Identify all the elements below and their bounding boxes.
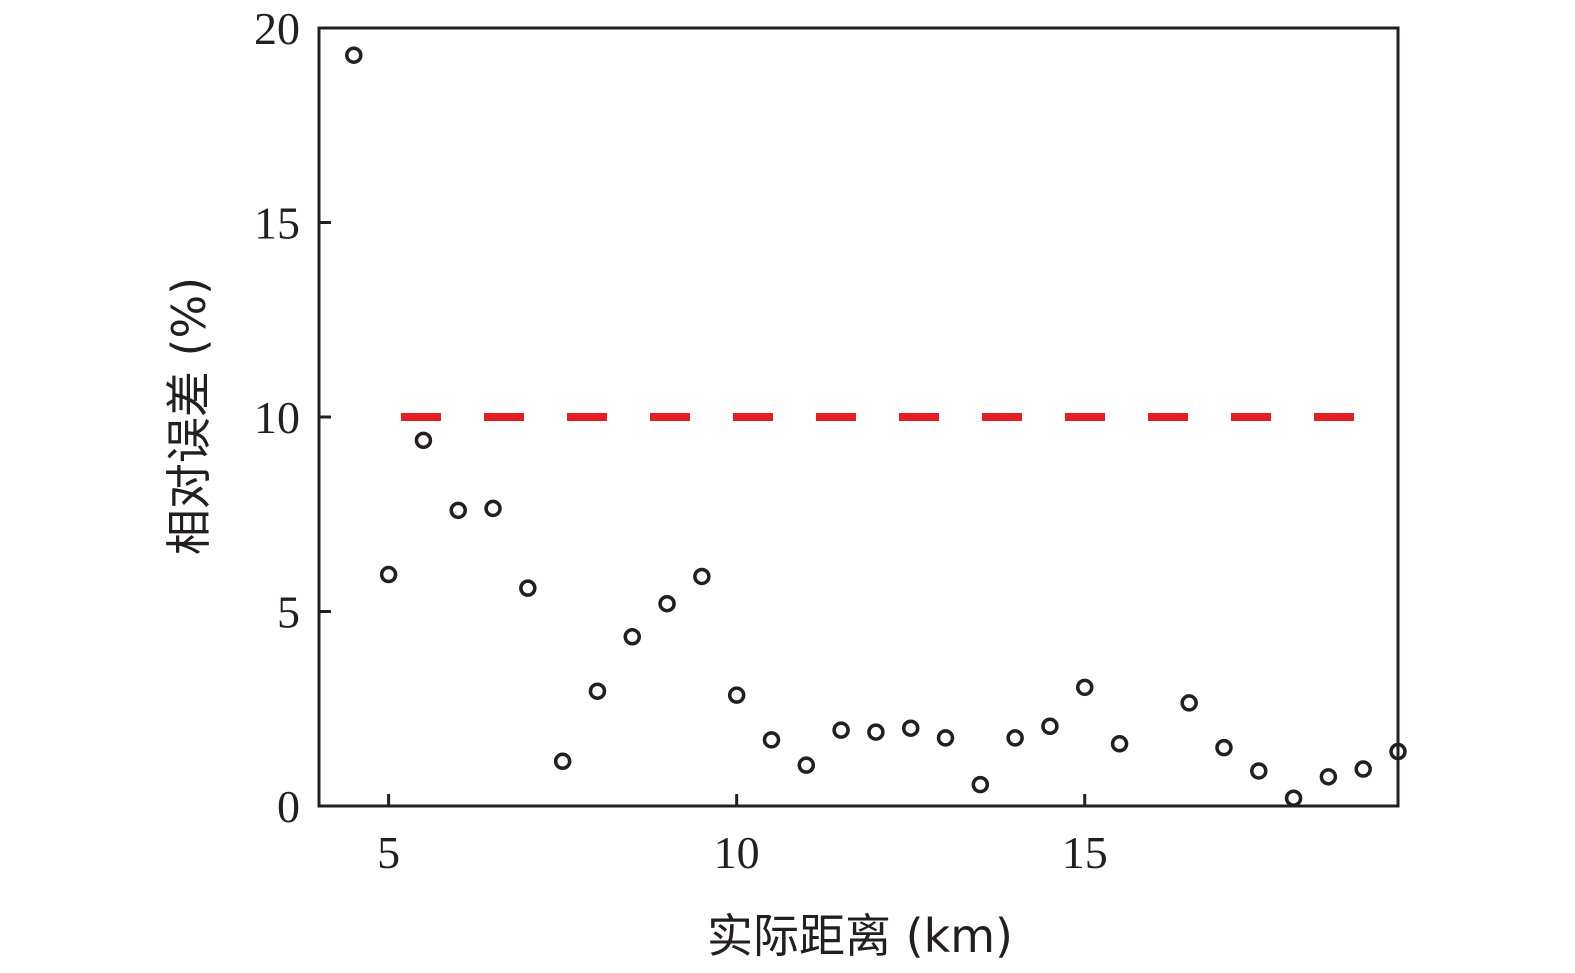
- x-tick-label: 5: [377, 827, 400, 878]
- data-point: [1041, 717, 1059, 736]
- data-point: [693, 567, 711, 586]
- data-point: [1354, 760, 1372, 778]
- x-axis-title: 实际距离 (km): [707, 909, 1013, 963]
- data-point: [484, 499, 502, 518]
- data-point: [658, 594, 676, 613]
- data-point: [1006, 729, 1024, 747]
- data-point: [1319, 768, 1338, 786]
- data-point: [762, 731, 781, 749]
- data-point: [1215, 738, 1233, 757]
- y-tick-label: 10: [254, 392, 300, 443]
- data-point: [1110, 735, 1129, 753]
- data-point: [867, 723, 885, 741]
- data-point: [832, 721, 850, 739]
- data-point: [1075, 678, 1094, 697]
- data-point: [414, 431, 433, 450]
- y-tick-label: 20: [254, 3, 300, 54]
- data-point: [797, 756, 816, 774]
- y-tick-label: 5: [277, 587, 300, 638]
- data-point: [936, 729, 955, 747]
- data-point: [345, 46, 363, 64]
- plot-frame: [317, 26, 1400, 808]
- data-point: [519, 579, 537, 597]
- data-point: [901, 719, 920, 737]
- data-point: [379, 565, 398, 584]
- data-point: [588, 682, 607, 700]
- data-points: [345, 46, 1407, 807]
- axis-tick-labels: 5 10 15 0 5 10 15 20: [254, 3, 1108, 878]
- x-tick-label: 10: [714, 827, 760, 878]
- data-point: [971, 775, 990, 794]
- data-point: [1250, 762, 1268, 780]
- data-point: [1180, 694, 1198, 712]
- x-tick-label: 15: [1062, 827, 1108, 878]
- y-tick-label: 15: [254, 198, 300, 249]
- y-axis-title: 相对误差 (%): [162, 277, 216, 555]
- data-point: [1284, 789, 1303, 807]
- data-point: [449, 501, 467, 520]
- y-tick-label: 0: [277, 781, 300, 832]
- data-point: [553, 752, 572, 771]
- data-point: [727, 686, 746, 704]
- data-point: [623, 628, 642, 646]
